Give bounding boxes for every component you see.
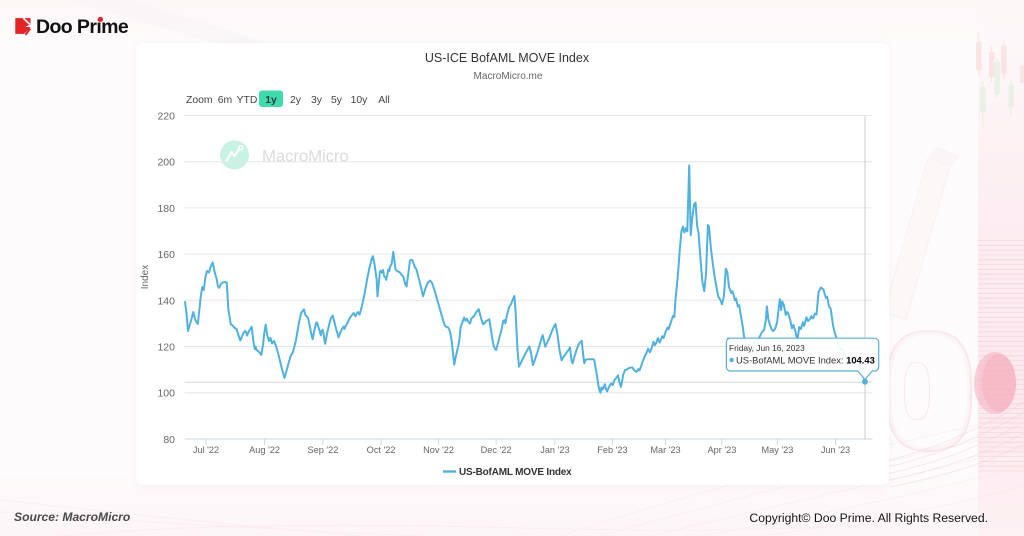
svg-text:100: 100 [157,388,175,400]
svg-text:6m: 6m [218,95,232,106]
svg-text:5y: 5y [331,95,343,106]
svg-text:Jan '23: Jan '23 [540,445,569,455]
svg-text:Dec '22: Dec '22 [481,445,512,455]
svg-text:Mar '23: Mar '23 [650,445,680,455]
svg-text:2y: 2y [290,95,302,106]
svg-text:180: 180 [157,203,175,215]
svg-text:140: 140 [157,295,175,307]
svg-text:US-BofAML MOVE Index: 104.43: US-BofAML MOVE Index: 104.43 [736,355,875,366]
svg-text:US-ICE BofAML MOVE Index: US-ICE BofAML MOVE Index [425,51,590,65]
svg-text:Doo Prime: Doo Prime [36,16,129,38]
svg-text:Jun '23: Jun '23 [821,445,850,455]
svg-text:MacroMicro.me: MacroMicro.me [474,71,543,82]
svg-text:Index: Index [140,265,151,289]
svg-text:10y: 10y [351,95,369,106]
svg-text:Nov '22: Nov '22 [423,445,454,455]
svg-text:All: All [378,95,390,106]
svg-text:120: 120 [157,342,175,354]
svg-text:MacroMicro: MacroMicro [262,147,349,166]
svg-text:Jul '22: Jul '22 [193,445,219,455]
svg-text:Zoom: Zoom [186,95,213,106]
svg-text:1y: 1y [265,95,277,106]
svg-text:Oct '22: Oct '22 [367,445,396,455]
svg-text:YTD: YTD [237,95,258,106]
svg-text:3y: 3y [311,95,323,106]
svg-text:Friday, Jun 16, 2023: Friday, Jun 16, 2023 [729,343,805,353]
svg-text:80: 80 [163,434,175,446]
svg-text:160: 160 [157,249,175,261]
svg-text:Feb '23: Feb '23 [597,445,627,455]
svg-text:Apr '23: Apr '23 [707,445,736,455]
svg-text:Aug '22: Aug '22 [249,445,280,455]
svg-text:Sep '22: Sep '22 [307,445,338,455]
svg-text:May '23: May '23 [761,445,793,455]
svg-text:US-BofAML MOVE Index: US-BofAML MOVE Index [459,467,572,478]
svg-text:200: 200 [157,157,175,169]
svg-text:220: 220 [157,111,175,123]
